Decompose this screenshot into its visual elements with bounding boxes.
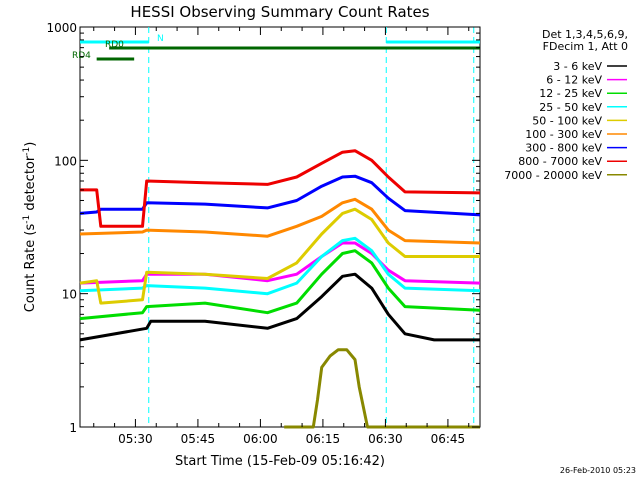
chart-title: HESSI Observing Summary Count Rates (130, 3, 429, 21)
legend-label: 3 - 6 keV (553, 60, 602, 73)
legend-title-line-2: FDecim 1, Att 0 (543, 40, 628, 53)
y-tick-label: 10 (62, 288, 77, 302)
series-line-8 (80, 149, 481, 228)
timestamp: 26-Feb-2010 05:23 (560, 466, 636, 475)
y-tick-label: 1000 (46, 21, 77, 35)
series-line-5 (79, 207, 480, 305)
legend-label: 7000 - 20000 keV (504, 169, 602, 182)
series-line-9 (284, 348, 480, 429)
y-axis-label-mid: detector (23, 155, 38, 215)
legend-title-line-1: Det 1,3,4,5,6,9, (542, 28, 628, 41)
plot-frame (79, 26, 481, 428)
y-axis-label-end: ) (23, 142, 38, 147)
x-tick-label: 06:15 (306, 432, 341, 446)
x-tick-label: 06:30 (368, 432, 403, 446)
legend-label: 25 - 50 keV (539, 101, 602, 114)
flag-label-n: N (157, 34, 164, 44)
y-axis-label-sup1: -1 (22, 215, 32, 224)
x-tick-label: 06:00 (243, 432, 278, 446)
series-line-4 (79, 236, 481, 296)
y-tick-label: 1 (69, 421, 77, 435)
x-tick-label: 06:45 (431, 432, 466, 446)
series-line-1 (79, 272, 480, 342)
flag-label-rd4: RD4 (72, 51, 91, 61)
legend-label: 6 - 12 keV (546, 74, 602, 87)
legend-label: 12 - 25 keV (539, 87, 602, 100)
series-line-6 (79, 197, 481, 245)
y-axis-label: Count Rate (s-1 detector-1) (22, 142, 38, 313)
legend: Det 1,3,4,5,6,9, FDecim 1, Att 0 3 - 6 k… (504, 28, 628, 182)
axis-ticks: 05:30 05:45 06:00 06:15 06:30 06:45 1 10 100 1000 (46, 21, 480, 446)
x-tick-label: 05:45 (181, 432, 216, 446)
y-axis-label-sup2: -1 (22, 147, 32, 156)
y-axis-label-main: Count Rate (s (23, 224, 38, 313)
legend-label: 300 - 800 keV (525, 142, 602, 155)
legend-label: 800 - 7000 keV (518, 155, 602, 168)
legend-label: 50 - 100 keV (532, 114, 602, 127)
plot-area (79, 26, 481, 428)
x-axis-label: Start Time (15-Feb-09 05:16:42) (175, 454, 385, 469)
series-line-7 (79, 174, 481, 217)
legend-label: 100 - 300 keV (525, 128, 602, 141)
series-line-2 (79, 241, 481, 285)
x-tick-label: 05:30 (118, 432, 153, 446)
series-line-3 (79, 249, 481, 321)
series-group (79, 149, 481, 429)
flag-label-rd0: RD0 (105, 40, 124, 50)
y-tick-label: 100 (54, 154, 77, 168)
